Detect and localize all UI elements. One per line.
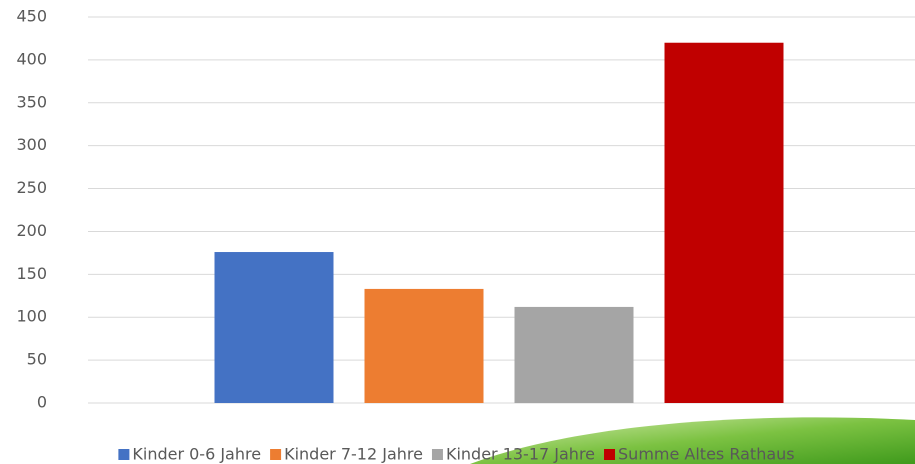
bar: [665, 43, 784, 403]
legend-label: Kinder 7-12 Jahre: [284, 445, 423, 464]
legend-marker: [270, 449, 281, 460]
legend-marker: [118, 449, 129, 460]
legend-marker: [604, 449, 615, 460]
y-tick-label: 400: [16, 49, 47, 68]
legend-label: Kinder 13-17 Jahre: [446, 445, 595, 464]
y-tick-label: 300: [16, 135, 47, 154]
y-tick-label: 100: [16, 307, 47, 326]
legend-label: Summe Altes Rathaus: [618, 445, 795, 464]
y-tick-label: 50: [27, 350, 47, 369]
legend-marker: [432, 449, 443, 460]
y-tick-label: 350: [16, 92, 47, 111]
bar: [365, 289, 484, 403]
page: 0 50 100 150 200 250 300 350 400 450 Kinder 0-6 Ja…: [0, 0, 915, 464]
y-tick-label: 450: [16, 7, 47, 26]
y-tick-label: 0: [37, 393, 47, 412]
y-tick-label: 150: [16, 264, 47, 283]
chart: 0 50 100 150 200 250 300 350 400 450 Kinder 0-6 Ja…: [0, 0, 915, 464]
legend-label: Kinder 0-6 Jahre: [132, 445, 261, 464]
y-tick-label: 250: [16, 178, 47, 197]
bar: [215, 252, 334, 403]
bar: [515, 307, 634, 403]
y-tick-label: 200: [16, 221, 47, 240]
